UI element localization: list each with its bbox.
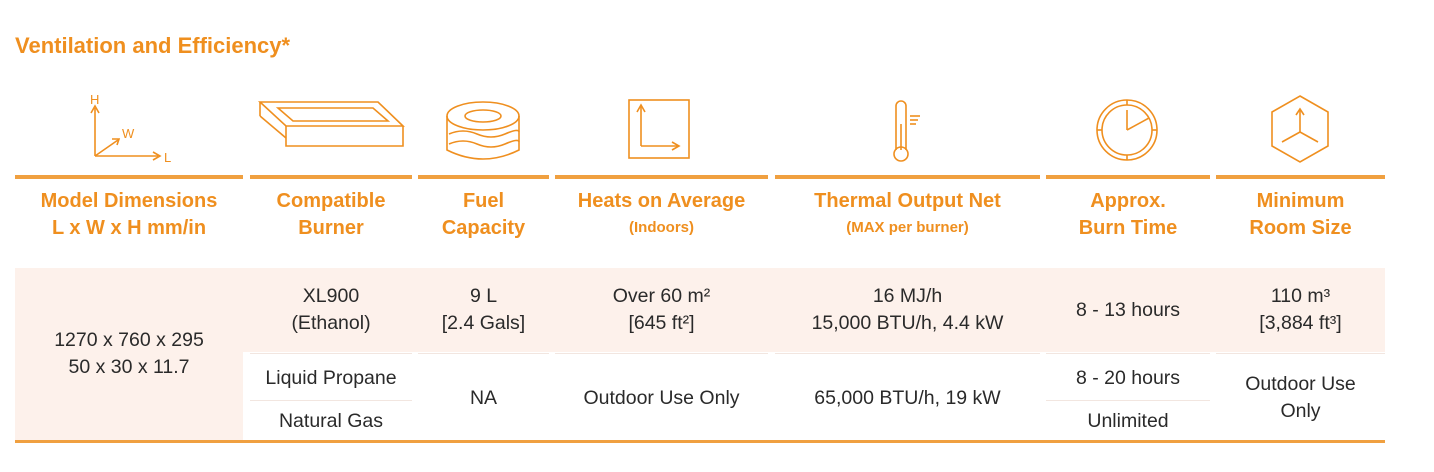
cell-line: Liquid Propane bbox=[265, 366, 397, 389]
row-separator bbox=[1046, 353, 1210, 354]
header-line: Approx. bbox=[1090, 190, 1166, 212]
row-separator bbox=[775, 353, 1040, 354]
cell-line: XL900 bbox=[302, 285, 360, 307]
row-separator bbox=[1216, 353, 1385, 354]
cell-line: 110 m³ bbox=[1270, 285, 1331, 307]
header-line: Burner bbox=[298, 217, 364, 239]
column-header: Compatible Burner bbox=[250, 188, 412, 242]
cell-line: Natural Gas bbox=[278, 409, 384, 432]
row-separator bbox=[250, 400, 412, 401]
header-rule bbox=[418, 175, 549, 179]
cell-line: Outdoor Use Only bbox=[583, 386, 740, 409]
table-cell: 8 - 20 hours bbox=[1046, 356, 1210, 400]
dimensions-icon: H W L bbox=[90, 92, 171, 165]
room-icon bbox=[1271, 95, 1329, 163]
cell-line: Unlimited bbox=[1087, 409, 1169, 432]
header-rule bbox=[1046, 175, 1210, 179]
cell-line: 65,000 BTU/h, 19 kW bbox=[814, 386, 1001, 409]
column-header: Minimum Room Size bbox=[1216, 188, 1385, 242]
header-line: Thermal Output Net bbox=[814, 190, 1001, 212]
table-cell: Outdoor Use Only bbox=[1216, 356, 1385, 440]
column-header: Heats on Average (Indoors) bbox=[555, 188, 768, 239]
axis-l: L bbox=[164, 150, 171, 165]
header-rule bbox=[555, 175, 768, 179]
header-rule bbox=[250, 175, 412, 179]
header-line: Compatible bbox=[276, 190, 386, 212]
cell-line: 8 - 13 hours bbox=[1075, 298, 1181, 321]
cell-line: [2.4 Gals] bbox=[441, 312, 526, 334]
column-header: Thermal Output Net (MAX per burner) bbox=[775, 188, 1040, 239]
table-cell: 65,000 BTU/h, 19 kW bbox=[775, 356, 1040, 440]
table-cell: XL900 (Ethanol) bbox=[250, 268, 412, 352]
fuel-icon bbox=[446, 101, 520, 160]
header-line: Burn Time bbox=[1078, 217, 1178, 239]
header-line: L x W x H mm/in bbox=[51, 217, 207, 239]
table-cell: 8 - 13 hours bbox=[1046, 268, 1210, 352]
table-cell: 9 L [2.4 Gals] bbox=[418, 268, 549, 352]
header-note: (Indoors) bbox=[629, 219, 694, 236]
column-header: Fuel Capacity bbox=[418, 188, 549, 242]
bottom-rule bbox=[15, 440, 1385, 443]
header-rule bbox=[775, 175, 1040, 179]
header-rule bbox=[1216, 175, 1385, 179]
cell-line: Outdoor Use bbox=[1245, 373, 1356, 395]
row-separator bbox=[1046, 400, 1210, 401]
header-line: Capacity bbox=[441, 217, 526, 239]
cell-line: Only bbox=[1280, 400, 1321, 422]
row-band bbox=[15, 268, 1385, 352]
column-header: Model Dimensions L x W x H mm/in bbox=[15, 188, 243, 242]
cell-line: 1270 x 760 x 295 bbox=[54, 329, 204, 351]
cell-line: 8 - 20 hours bbox=[1075, 366, 1181, 389]
table-cell: Natural Gas bbox=[250, 402, 412, 440]
cell-line: NA bbox=[469, 386, 498, 409]
thermometer-icon bbox=[893, 100, 920, 162]
cell-line: 16 MJ/h bbox=[872, 285, 943, 307]
header-note: (MAX per burner) bbox=[846, 219, 969, 236]
row-separator bbox=[555, 353, 768, 354]
cell-line: Over 60 m² bbox=[612, 285, 711, 307]
table-cell: NA bbox=[418, 356, 549, 440]
cell-line: 9 L bbox=[469, 285, 498, 307]
title: Ventilation and Efficiency* bbox=[15, 33, 291, 58]
clock-icon bbox=[1096, 99, 1158, 161]
cell-line: [645 ft²] bbox=[628, 312, 695, 334]
cell-line: 50 x 30 x 11.7 bbox=[68, 356, 190, 378]
header-line: Heats on Average bbox=[577, 190, 746, 212]
header-line: Model Dimensions bbox=[40, 190, 218, 212]
table-cell: 16 MJ/h 15,000 BTU/h, 4.4 kW bbox=[775, 268, 1040, 352]
table-cell: Liquid Propane bbox=[250, 356, 412, 400]
header-line: Minimum bbox=[1256, 190, 1345, 212]
axis-h: H bbox=[90, 92, 99, 107]
cell-line: (Ethanol) bbox=[291, 312, 371, 334]
column-header: Approx. Burn Time bbox=[1046, 188, 1210, 242]
burner-icon bbox=[257, 101, 405, 147]
row-separator bbox=[418, 353, 549, 354]
table-cell: Unlimited bbox=[1046, 402, 1210, 440]
table-cell: Outdoor Use Only bbox=[555, 356, 768, 440]
header-line: Fuel bbox=[462, 190, 505, 212]
cell-line: 15,000 BTU/h, 4.4 kW bbox=[811, 312, 1004, 334]
row-separator bbox=[250, 353, 412, 354]
table-cell: 110 m³ [3,884 ft³] bbox=[1216, 268, 1385, 352]
header-rule bbox=[15, 175, 243, 179]
axis-w: W bbox=[122, 126, 135, 141]
table-cell: Over 60 m² [645 ft²] bbox=[555, 268, 768, 352]
header-line: Room Size bbox=[1249, 217, 1352, 239]
cell-line: [3,884 ft³] bbox=[1259, 312, 1342, 334]
table-cell: 1270 x 760 x 295 50 x 30 x 11.7 bbox=[15, 268, 243, 440]
area-icon bbox=[628, 99, 690, 159]
